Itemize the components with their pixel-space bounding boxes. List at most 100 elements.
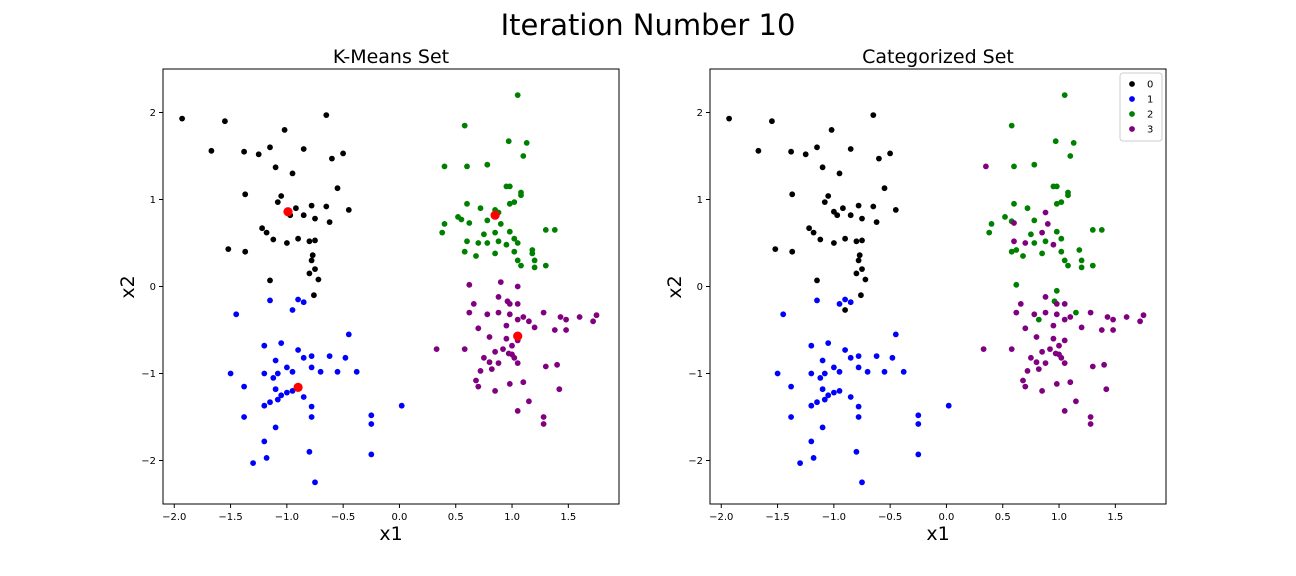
data-point [300,394,307,400]
data-point [272,164,279,171]
legend-marker [1129,126,1135,132]
data-point [514,257,521,264]
data-point [284,364,290,371]
y-tick-label: 1 [150,195,156,206]
data-point [1039,229,1045,236]
data-point [1061,316,1068,323]
data-point [511,248,518,255]
x-tick-label: 0.0 [938,512,954,523]
data-point [281,126,288,133]
data-point [1031,311,1038,318]
data-point [368,451,375,458]
data-point [1061,257,1068,264]
data-point [278,340,285,346]
x-tick-label: −2.0 [162,512,186,523]
data-point [1042,209,1049,216]
data-point [518,192,524,199]
data-point [481,231,487,238]
data-point [1013,247,1020,253]
data-point [293,205,299,212]
data-point [242,191,249,198]
data-point [892,207,899,213]
data-point [470,301,477,307]
data-point [520,379,527,386]
data-point [859,237,865,244]
data-point [1053,311,1060,318]
data-point [1104,314,1111,320]
data-point [855,353,862,359]
data-point [1008,346,1015,352]
data-point [473,253,479,259]
data-point [1022,383,1029,390]
data-point [847,394,854,400]
data-point [945,402,952,409]
data-point [1039,388,1045,394]
data-point [506,200,513,207]
data-point [1073,309,1079,316]
data-point [484,311,491,318]
data-point [272,357,279,364]
data-point [819,164,826,171]
y-tick-label: −1 [141,369,156,380]
data-point [825,193,832,199]
data-point [1056,342,1062,349]
x-tick-label: 1.0 [504,512,520,523]
x-tick-label: −1.5 [765,512,789,523]
data-point [368,421,375,427]
data-point [828,126,835,133]
data-point [259,225,265,232]
data-point [284,240,290,246]
data-point [1061,301,1068,307]
data-point [1042,238,1049,245]
categorized-plot: Categorized Set x1 x2 −2.0 −1.5 −1.0 −0.5 0.… [664,46,1167,545]
categorized-series-1 [774,296,952,486]
data-point [475,325,482,332]
data-point [831,364,837,371]
data-point [1078,324,1085,331]
data-point [1061,337,1068,344]
data-point [315,276,322,283]
data-point [889,354,896,361]
data-point [808,438,815,445]
data-point [309,252,316,259]
data-point [486,334,493,340]
data-point [484,217,491,224]
data-point [814,399,820,406]
data-point [1031,240,1038,246]
data-point [342,354,349,361]
data-point [300,299,307,306]
data-point [1028,231,1034,238]
data-point [308,202,315,209]
y-tick-label: −1 [688,369,703,380]
data-point [272,386,279,393]
data-point [311,292,317,299]
y-tick-label: 0 [697,282,703,293]
data-point [1137,318,1143,325]
data-point [289,307,296,313]
data-point [511,235,518,242]
data-point [819,386,826,393]
data-point [1067,314,1074,320]
data-point [506,311,513,318]
categorized-plot-frame [709,68,1167,505]
data-point [986,229,993,236]
data-point [514,92,521,98]
data-point [484,240,491,246]
centroid-point [490,210,500,220]
data-point [983,163,989,170]
data-point [772,246,779,253]
data-point [1089,363,1096,370]
data-point [855,202,862,209]
data-point [859,479,865,486]
categorized-y-axis-label: x2 [664,275,686,298]
categorized-series-2 [986,92,1105,323]
data-point [481,354,487,361]
data-point [855,403,862,410]
data-point [1042,309,1049,316]
x-tick-label: 0.0 [391,512,407,523]
y-tick-label: −2 [141,456,156,467]
x-tick-label: −1.5 [218,512,242,523]
data-point [769,118,775,125]
data-point [529,250,536,257]
data-point [261,402,268,409]
